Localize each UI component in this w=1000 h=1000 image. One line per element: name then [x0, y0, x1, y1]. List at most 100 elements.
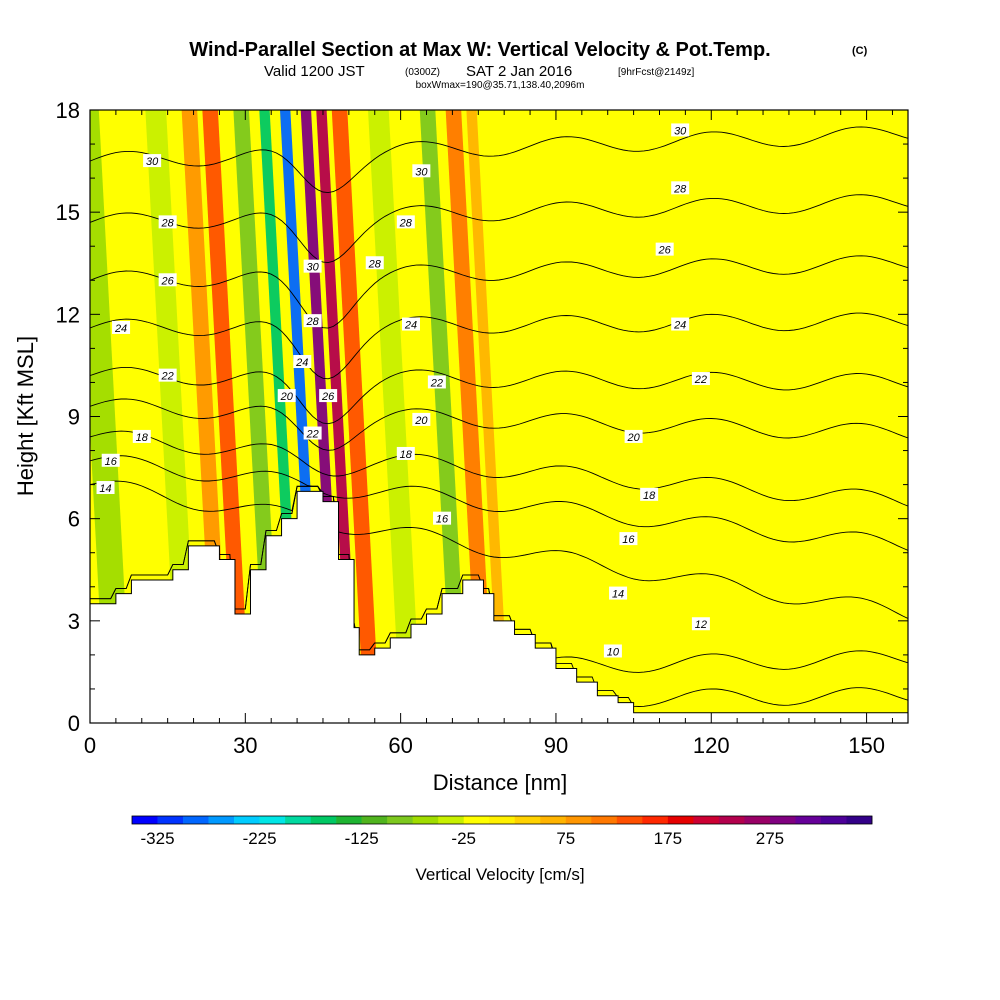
contour-label-box — [412, 164, 431, 178]
contour-label-box — [433, 511, 452, 525]
colorbar-swatch — [361, 816, 388, 824]
colorbar-swatch — [208, 816, 235, 824]
y-axis: 0 3 6 9 12 15 18 — [56, 98, 908, 736]
y-tick-label: 9 — [68, 405, 80, 430]
contour-label-box — [396, 446, 415, 460]
contour-label: 30 — [146, 156, 159, 168]
colorbar-swatch — [387, 816, 413, 824]
colorbar-swatch — [693, 816, 720, 824]
theta-contour-line — [90, 194, 908, 264]
velocity-band — [549, 110, 624, 723]
subtitle-valid: Valid 1200 JST — [264, 63, 365, 80]
colorbar-swatch — [540, 816, 567, 824]
contour-label: 16 — [105, 456, 118, 468]
contour-label-box — [158, 215, 177, 229]
contour-label: 22 — [694, 374, 707, 386]
contour-labels: 30 28 26 24 22 18 16 14 30 28 24 20 26 22 28 30 28 24 22 20… — [96, 123, 710, 658]
contour-label-box — [158, 368, 177, 382]
contour-label-box — [303, 314, 322, 328]
contour-label: 28 — [368, 258, 382, 270]
contour-label: 10 — [607, 646, 620, 658]
y-tick-label: 12 — [56, 302, 80, 327]
contour-label: 22 — [161, 371, 174, 383]
colorbar-swatch — [412, 816, 439, 824]
contour-label: 20 — [280, 391, 294, 403]
colorbar-swatch — [642, 816, 669, 824]
subtitle-box: boxWmax=190@35.71,138.40,2096m — [416, 80, 585, 91]
title-copyright-mark: (C) — [852, 45, 868, 57]
contour-label: 24 — [114, 323, 127, 335]
contour-label-box — [96, 481, 115, 495]
contour-label-box — [101, 453, 120, 467]
theta-contour-line — [90, 430, 908, 507]
colorbar: -325 -225 -125 -25 75 175 275 — [131, 815, 873, 848]
contour-label: 14 — [612, 589, 624, 601]
velocity-band — [466, 110, 510, 723]
colorbar-tick-label: 175 — [654, 829, 682, 848]
colorbar-swatch — [234, 816, 260, 824]
colorbar-swatch — [259, 816, 286, 824]
contour-label-box — [401, 317, 420, 331]
contour-label-box — [158, 273, 177, 287]
contour-label-box — [603, 644, 622, 658]
colorbar-swatch — [310, 816, 337, 824]
colorbar-swatch — [795, 816, 822, 824]
x-tick-label: 90 — [544, 733, 568, 758]
plot-area: 30 28 26 24 22 18 16 14 30 28 24 20 26 22 28 30 28 24 22 20… — [90, 110, 908, 723]
contour-label: 24 — [673, 320, 686, 332]
colorbar-tick-label: -325 — [141, 829, 175, 848]
contour-label: 22 — [430, 377, 443, 389]
contour-label: 30 — [306, 262, 319, 274]
contour-label: 22 — [305, 429, 318, 441]
velocity-band — [808, 110, 872, 723]
colorbar-swatch — [489, 816, 516, 824]
contour-label: 28 — [673, 183, 687, 195]
contour-label-box — [691, 372, 710, 386]
colorbar-swatch — [565, 816, 592, 824]
contour-label-box — [143, 154, 162, 168]
y-axis-label: Height [Kft MSL] — [13, 336, 38, 496]
colorbar-swatch — [846, 816, 873, 824]
y-tick-label: 15 — [56, 200, 80, 225]
contour-label-box — [293, 355, 312, 369]
contour-label-box — [655, 242, 674, 256]
contour-label: 30 — [415, 166, 428, 178]
theta-contour-line — [90, 126, 908, 194]
colorbar-swatch — [336, 816, 362, 824]
subtitle-forecast: [9hrFcst@2149z] — [618, 67, 695, 78]
contour-label-box — [691, 617, 710, 631]
theta-contour-line — [90, 455, 908, 551]
subtitle-date: SAT 2 Jan 2016 — [466, 63, 572, 80]
contour-label-box — [671, 123, 690, 137]
contour-label: 28 — [305, 316, 319, 328]
contour-label-box — [365, 256, 384, 270]
x-axis: 0 30 60 90 120 150 — [84, 110, 893, 758]
chart-title: Wind-Parallel Section at Max W: Vertical… — [189, 39, 770, 61]
velocity-band — [637, 110, 701, 723]
colorbar-swatch — [132, 816, 158, 824]
y-tick-label: 18 — [56, 98, 80, 123]
colorbar-tick-label: 275 — [756, 829, 784, 848]
contour-label: 20 — [414, 415, 428, 427]
colorbar-swatch — [820, 816, 847, 824]
contour-label: 24 — [295, 357, 308, 369]
x-tick-label: 150 — [848, 733, 885, 758]
theta-contour-line — [90, 312, 908, 380]
theta-contours — [90, 126, 908, 707]
contour-label: 16 — [436, 514, 449, 526]
velocity-band — [419, 110, 468, 723]
contour-label: 14 — [99, 483, 111, 495]
contour-label-box — [427, 375, 446, 389]
contour-label: 26 — [321, 391, 335, 403]
contour-label-box — [640, 487, 659, 501]
velocity-band — [445, 110, 494, 723]
contour-label-box — [112, 320, 131, 334]
y-tick-label: 0 — [68, 711, 80, 736]
velocity-band — [730, 110, 795, 723]
theta-contour-line — [90, 485, 908, 673]
colorbar-swatch — [718, 816, 745, 824]
velocity-band — [90, 110, 132, 723]
contour-label-box — [624, 429, 643, 443]
colorbar-swatch — [463, 816, 490, 824]
